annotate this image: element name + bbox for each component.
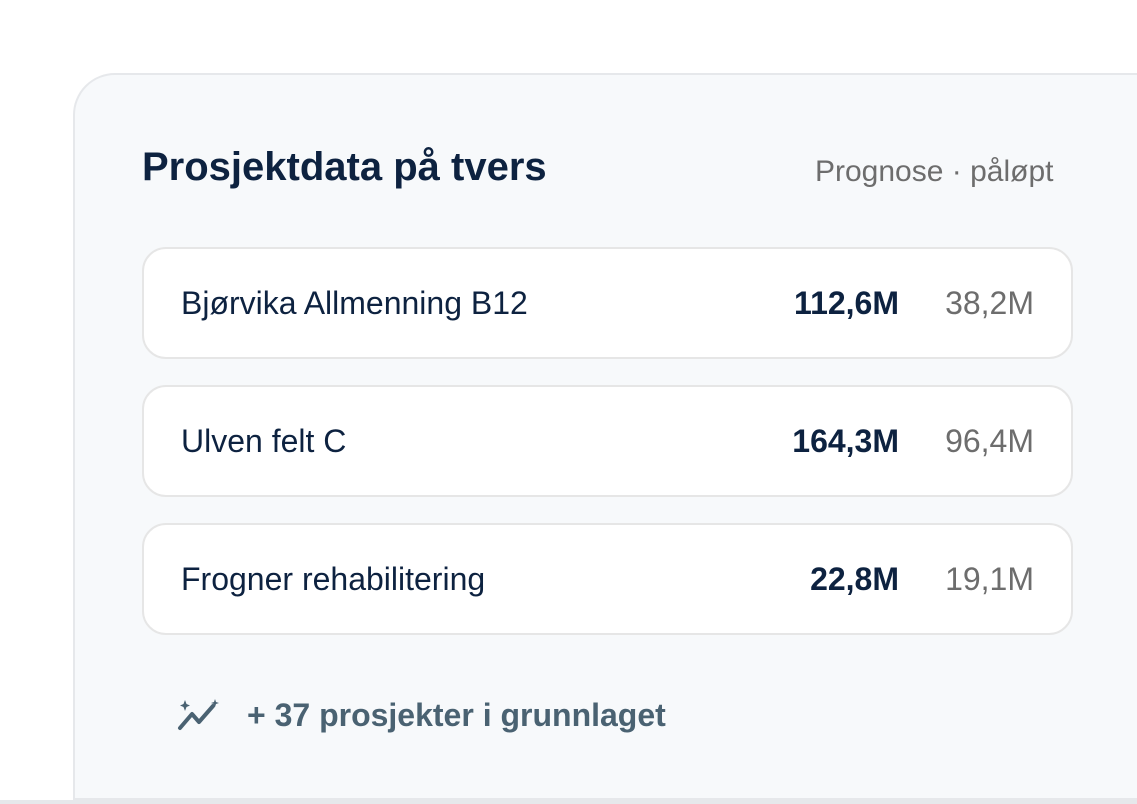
- project-card: Prosjektdata på tvers Prognose · påløpt …: [73, 73, 1137, 800]
- forecast-value: 22,8M: [810, 561, 899, 597]
- forecast-value: 112,6M: [794, 285, 899, 321]
- accrued-value: 96,4M: [945, 423, 1034, 459]
- project-row[interactable]: Frogner rehabilitering 22,8M 19,1M: [142, 523, 1073, 635]
- project-name: Ulven felt C: [181, 423, 347, 459]
- divider: [0, 800, 1137, 804]
- forecast-value: 164,3M: [792, 423, 899, 459]
- trend-icon: [178, 699, 219, 730]
- accrued-value: 19,1M: [945, 561, 1034, 597]
- accrued-value: 38,2M: [945, 285, 1034, 321]
- project-row[interactable]: Bjørvika Allmenning B12 112,6M 38,2M: [142, 247, 1073, 359]
- column-legend: Prognose · påløpt: [815, 155, 1054, 188]
- footer-text: + 37 prosjekter i grunnlaget: [247, 696, 666, 733]
- card-title: Prosjektdata på tvers: [142, 145, 547, 189]
- project-name: Bjørvika Allmenning B12: [181, 285, 528, 321]
- project-row[interactable]: Ulven felt C 164,3M 96,4M: [142, 385, 1073, 497]
- project-name: Frogner rehabilitering: [181, 561, 486, 597]
- more-projects[interactable]: + 37 prosjekter i grunnlaget: [177, 695, 666, 735]
